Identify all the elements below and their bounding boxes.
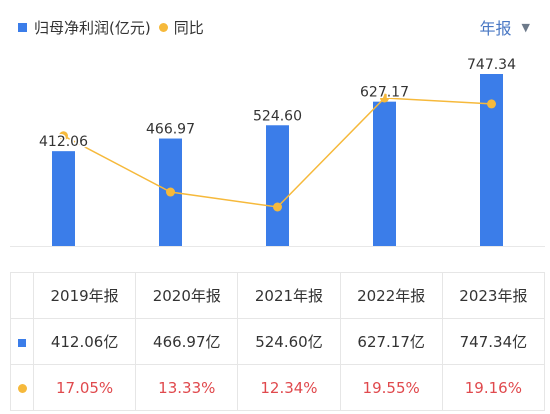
table-cell: 524.60亿 — [237, 318, 341, 365]
bar-value-label: 627.17 — [360, 85, 409, 101]
growth-point-2023年报 — [487, 99, 496, 109]
data-table: 2019年报 2020年报 2021年报 2022年报 2023年报 412.0… — [10, 272, 546, 411]
table-cell: 19.16% — [441, 364, 546, 411]
table-cell: 13.33% — [135, 364, 239, 411]
line-marker-icon — [17, 383, 27, 393]
table-header-cell: 2023年报 — [441, 272, 546, 319]
period-selector[interactable]: 年报 ▼ — [480, 16, 530, 38]
table-header-cell: 2022年报 — [339, 272, 443, 319]
line-legend-marker — [158, 22, 168, 32]
table-header-cell: 2020年报 — [135, 272, 239, 319]
bar-value-label: 747.34 — [467, 57, 516, 73]
table-header-cell: 2021年报 — [237, 272, 341, 319]
table-header-row: 2019年报 2020年报 2021年报 2022年报 2023年报 — [10, 272, 546, 319]
bar-legend-marker — [18, 22, 27, 32]
bar-2022年报 — [373, 101, 396, 246]
table-cell: 19.55% — [339, 364, 443, 411]
chevron-down-icon: ▼ — [521, 20, 530, 34]
line-legend-label: 同比 — [173, 18, 204, 37]
bar-2023年报 — [480, 74, 503, 246]
bar-2021年报 — [266, 125, 289, 246]
table-cell: 12.34% — [237, 364, 341, 411]
growth-point-2022年报 — [380, 93, 389, 103]
profit-row-marker — [10, 318, 34, 365]
growth-point-2021年报 — [273, 202, 282, 212]
bar-value-label: 466.97 — [146, 122, 195, 138]
bar-value-label: 412.06 — [39, 134, 88, 150]
table-cell: 17.05% — [32, 364, 137, 411]
table-corner-cell — [10, 272, 34, 319]
table-cell: 627.17亿 — [339, 318, 443, 365]
bar-value-label: 524.60 — [253, 108, 302, 124]
table-cell: 466.97亿 — [135, 318, 239, 365]
table-row-profit: 412.06亿 466.97亿 524.60亿 627.17亿 747.34亿 — [10, 318, 546, 365]
period-selector-label: 年报 — [479, 19, 512, 38]
bar-marker-icon — [18, 338, 26, 347]
growth-point-2019年报 — [59, 131, 68, 141]
table-header-cell: 2019年报 — [32, 272, 137, 319]
table-cell: 747.34亿 — [441, 318, 546, 365]
growth-point-2020年报 — [166, 187, 175, 197]
growth-row-marker — [10, 364, 34, 411]
profit-chart: 412.06 466.97 524.60 627.17 747.34 — [10, 56, 545, 247]
chart-legend: 归母净利润(亿元) 同比 — [18, 16, 204, 38]
table-cell: 412.06亿 — [32, 318, 137, 365]
table-row-growth: 17.05% 13.33% 12.34% 19.55% 19.16% — [10, 364, 546, 411]
bar-2019年报 — [52, 151, 75, 246]
bar-legend-label: 归母净利润(亿元) — [34, 18, 151, 37]
